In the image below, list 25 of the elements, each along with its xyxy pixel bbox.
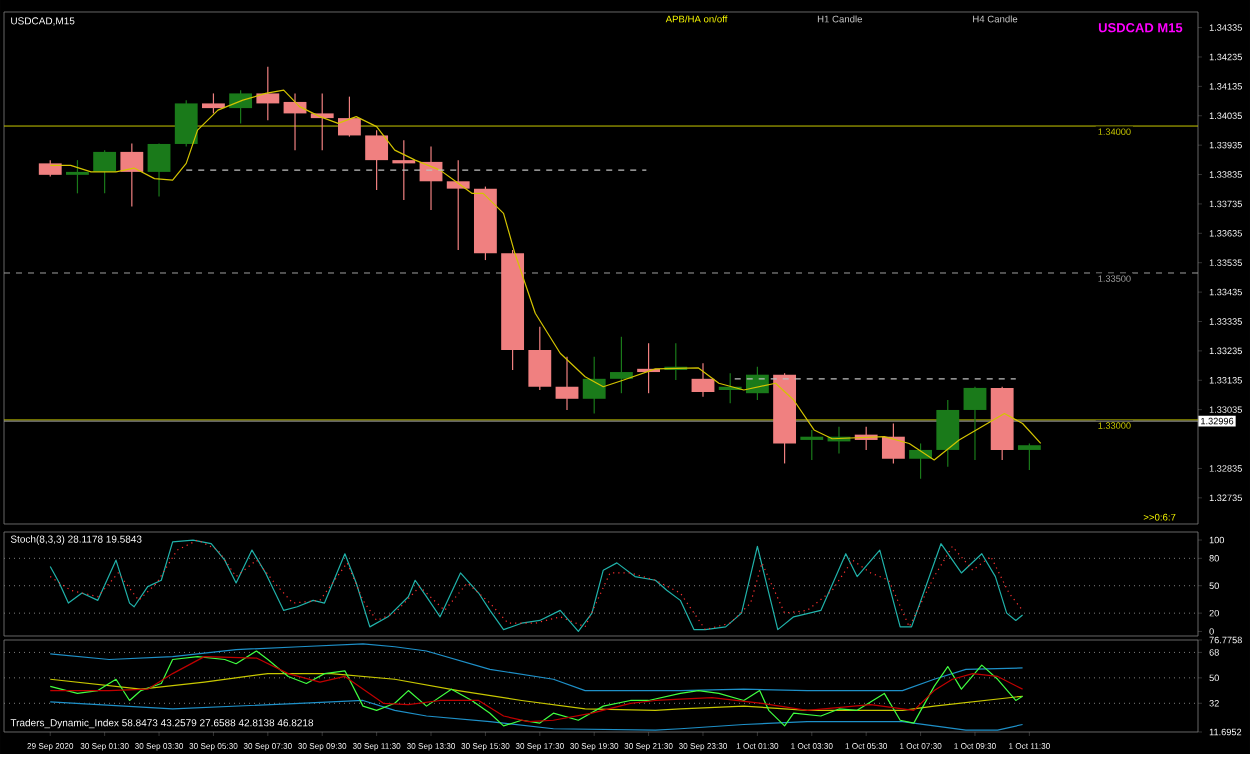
candlestick: [174, 99, 198, 148]
candlestick: [691, 363, 715, 398]
candlestick: [310, 93, 334, 152]
candlestick: [120, 143, 144, 208]
candlestick: [800, 429, 824, 461]
candlestick: [147, 143, 171, 198]
candlestick: [555, 356, 579, 411]
candlestick: [582, 356, 606, 415]
candlestick: [229, 89, 253, 125]
candlestick: [256, 66, 280, 122]
candlestick: [609, 336, 633, 395]
candlestick: [365, 129, 389, 192]
candlestick: [93, 149, 117, 195]
candlestick: [202, 93, 225, 115]
candlestick: [338, 96, 361, 138]
candlestick: [1017, 443, 1041, 471]
candlestick: [936, 399, 960, 468]
candlestick: [528, 326, 552, 391]
line-series: [49, 673, 1024, 712]
candlestick: [446, 159, 470, 252]
candlestick: [881, 423, 905, 465]
candlestick: [909, 443, 932, 480]
candlestick: [963, 386, 987, 461]
candlestick: [392, 139, 416, 202]
candlestick: [66, 159, 89, 195]
